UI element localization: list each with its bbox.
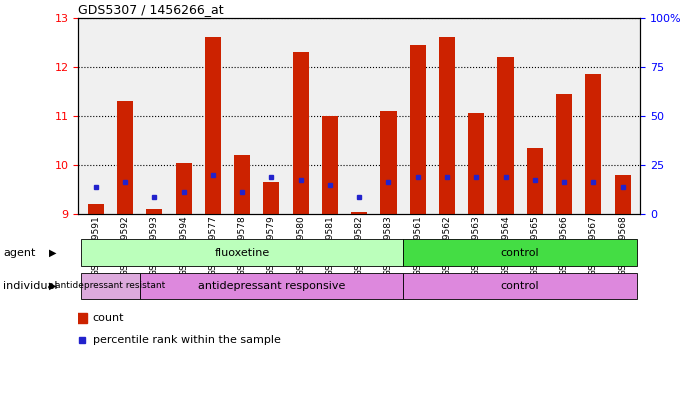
Text: GDS5307 / 1456266_at: GDS5307 / 1456266_at bbox=[78, 4, 224, 17]
Bar bbox=[381, 111, 396, 214]
Bar bbox=[439, 37, 455, 214]
Bar bbox=[498, 57, 513, 214]
Bar bbox=[614, 175, 631, 214]
Bar bbox=[293, 52, 308, 214]
Bar bbox=[469, 114, 484, 214]
FancyBboxPatch shape bbox=[81, 273, 140, 299]
Text: ▶: ▶ bbox=[49, 248, 57, 257]
Bar bbox=[526, 148, 543, 214]
Bar bbox=[585, 74, 601, 214]
Text: count: count bbox=[93, 313, 124, 323]
Bar bbox=[117, 101, 133, 214]
Text: individual: individual bbox=[3, 281, 58, 291]
FancyBboxPatch shape bbox=[81, 239, 403, 266]
Bar bbox=[556, 94, 572, 214]
Text: agent: agent bbox=[3, 248, 36, 257]
Bar bbox=[176, 163, 192, 214]
Text: control: control bbox=[501, 281, 539, 291]
Text: fluoxetine: fluoxetine bbox=[215, 248, 270, 257]
Bar bbox=[322, 116, 338, 214]
FancyBboxPatch shape bbox=[140, 273, 403, 299]
Bar bbox=[205, 37, 221, 214]
Text: ▶: ▶ bbox=[49, 281, 57, 291]
Bar bbox=[234, 155, 250, 214]
Bar bbox=[146, 209, 163, 214]
FancyBboxPatch shape bbox=[403, 239, 637, 266]
Bar bbox=[264, 182, 279, 214]
Text: control: control bbox=[501, 248, 539, 257]
Bar bbox=[410, 45, 426, 214]
Text: antidepressant resistant: antidepressant resistant bbox=[55, 281, 165, 290]
Bar bbox=[351, 212, 367, 214]
Text: percentile rank within the sample: percentile rank within the sample bbox=[93, 336, 281, 345]
Text: antidepressant responsive: antidepressant responsive bbox=[197, 281, 345, 291]
FancyBboxPatch shape bbox=[403, 273, 637, 299]
Bar bbox=[88, 204, 104, 214]
